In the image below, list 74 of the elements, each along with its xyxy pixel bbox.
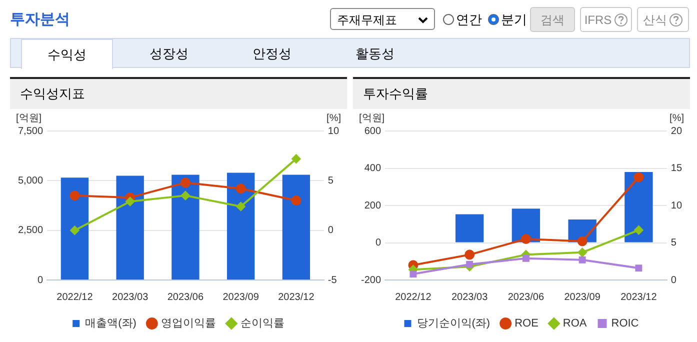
x-tick-label: 2023/03 <box>451 292 488 303</box>
y2-tick-label: 5 <box>670 238 677 248</box>
chart-title: 투자수익률 <box>353 77 690 109</box>
y2-tick-label: 15 <box>670 163 682 174</box>
y2-tick-label: 20 <box>670 126 682 137</box>
x-tick-label: 2023/03 <box>112 292 149 303</box>
y-tick-label: 400 <box>364 163 382 174</box>
x-tick-label: 2023/09 <box>222 292 260 303</box>
x-tick-label: 2023/12 <box>620 292 658 303</box>
y2-tick-label: 5 <box>328 175 334 186</box>
y-axis-title: [억원] <box>359 112 385 124</box>
point <box>180 178 190 188</box>
y-tick-label: 7,500 <box>18 126 44 137</box>
text: 투자분석 <box>10 10 70 29</box>
point <box>410 270 417 278</box>
x-tick-label: 2023/06 <box>167 292 204 303</box>
y-tick-label: 2,500 <box>18 225 44 236</box>
y-tick-label: 0 <box>375 238 382 248</box>
point <box>634 172 644 182</box>
point <box>578 256 586 264</box>
legend-label: ROA <box>562 318 588 330</box>
point <box>520 234 531 244</box>
legend-label: 매출액(좌) <box>85 318 136 330</box>
text: 연간 <box>456 11 482 29</box>
y-tick-label: -200 <box>361 274 382 286</box>
point <box>522 254 530 262</box>
point <box>70 226 80 235</box>
point <box>236 202 246 211</box>
select-field: 주재무제표 <box>330 8 435 30</box>
point <box>292 154 301 164</box>
y2-tick-label: 0 <box>670 274 677 286</box>
point <box>464 250 475 260</box>
text: IFRS <box>580 7 632 32</box>
y-tick-label: 0 <box>37 274 44 286</box>
y2-tick-label: 10 <box>328 126 340 137</box>
legend-label: ROIC <box>611 318 639 330</box>
x-tick-label: 2023/12 <box>278 292 315 303</box>
point <box>466 260 474 268</box>
text: 성장성 <box>148 45 190 63</box>
y2-axis-title: [%] <box>326 112 342 124</box>
x-tick-label: 2023/09 <box>564 292 601 303</box>
chart-title: 수익성지표 <box>10 77 347 109</box>
point <box>236 184 246 194</box>
y2-tick-label: 0 <box>328 225 334 236</box>
point <box>634 226 644 235</box>
point <box>635 264 642 272</box>
text: 검색 <box>530 7 575 32</box>
point <box>291 196 302 206</box>
y2-tick-label: 10 <box>670 200 682 212</box>
y-axis-title: [억원] <box>16 112 42 124</box>
legend-label: 순이익률 <box>240 318 284 330</box>
y2-tick-label: -5 <box>328 274 338 286</box>
x-tick-label: 2023/06 <box>508 292 544 303</box>
text: 수익성 <box>21 39 113 69</box>
legend-label: ROE <box>514 318 538 330</box>
legend-label: 영업이익률 <box>160 318 216 330</box>
text: 안정성 <box>252 45 292 63</box>
point <box>180 191 190 200</box>
bar <box>455 214 484 242</box>
point <box>578 248 587 257</box>
legend-label: 당기순이익(좌) <box>416 318 490 330</box>
y2-axis-title: [%] <box>670 112 684 124</box>
text: 산식 <box>637 7 689 32</box>
y-tick-label: 600 <box>364 126 382 137</box>
point <box>577 236 588 246</box>
text: 분기 <box>501 11 527 29</box>
x-tick-label: 2022/12 <box>395 292 432 303</box>
point <box>70 190 80 201</box>
y-tick-label: 200 <box>364 200 382 212</box>
bar <box>624 172 653 242</box>
y-tick-label: 5,000 <box>18 175 44 186</box>
text: 활동성 <box>354 45 396 63</box>
point <box>126 197 135 206</box>
x-tick-label: 2022/12 <box>56 292 94 303</box>
